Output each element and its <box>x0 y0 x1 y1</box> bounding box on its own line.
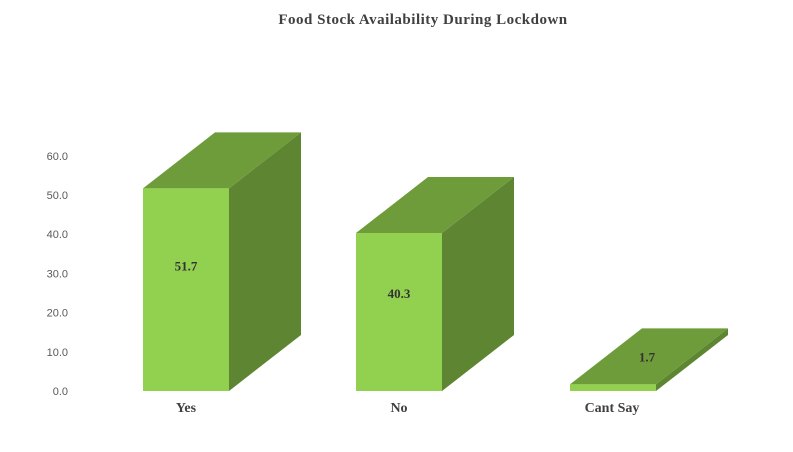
bar-side-face <box>442 177 514 391</box>
bar-top-face <box>356 177 514 234</box>
x-category-label: No <box>390 401 407 416</box>
bar <box>570 384 656 391</box>
data-label: 40.3 <box>388 286 411 301</box>
bar-top-face <box>143 132 301 189</box>
data-label: 1.7 <box>639 349 656 364</box>
y-tick-label: 50.0 <box>47 190 68 202</box>
bar-top-face <box>570 328 728 385</box>
y-tick-label: 30.0 <box>47 268 68 280</box>
bar <box>356 233 442 391</box>
y-tick-label: 60.0 <box>47 151 68 163</box>
bar-side-face <box>229 132 301 391</box>
bar-side-face <box>656 328 728 391</box>
y-tick-label: 20.0 <box>47 308 68 320</box>
y-tick-label: 40.0 <box>47 229 68 241</box>
data-label: 51.7 <box>175 258 198 273</box>
y-tick-label: 10.0 <box>47 347 68 359</box>
x-category-label: Yes <box>176 401 197 416</box>
bar <box>143 188 229 391</box>
y-tick-label: 0.0 <box>53 386 68 398</box>
chart-title: Food Stock Availability During Lockdown <box>278 12 568 28</box>
x-category-label: Cant Say <box>585 401 640 416</box>
